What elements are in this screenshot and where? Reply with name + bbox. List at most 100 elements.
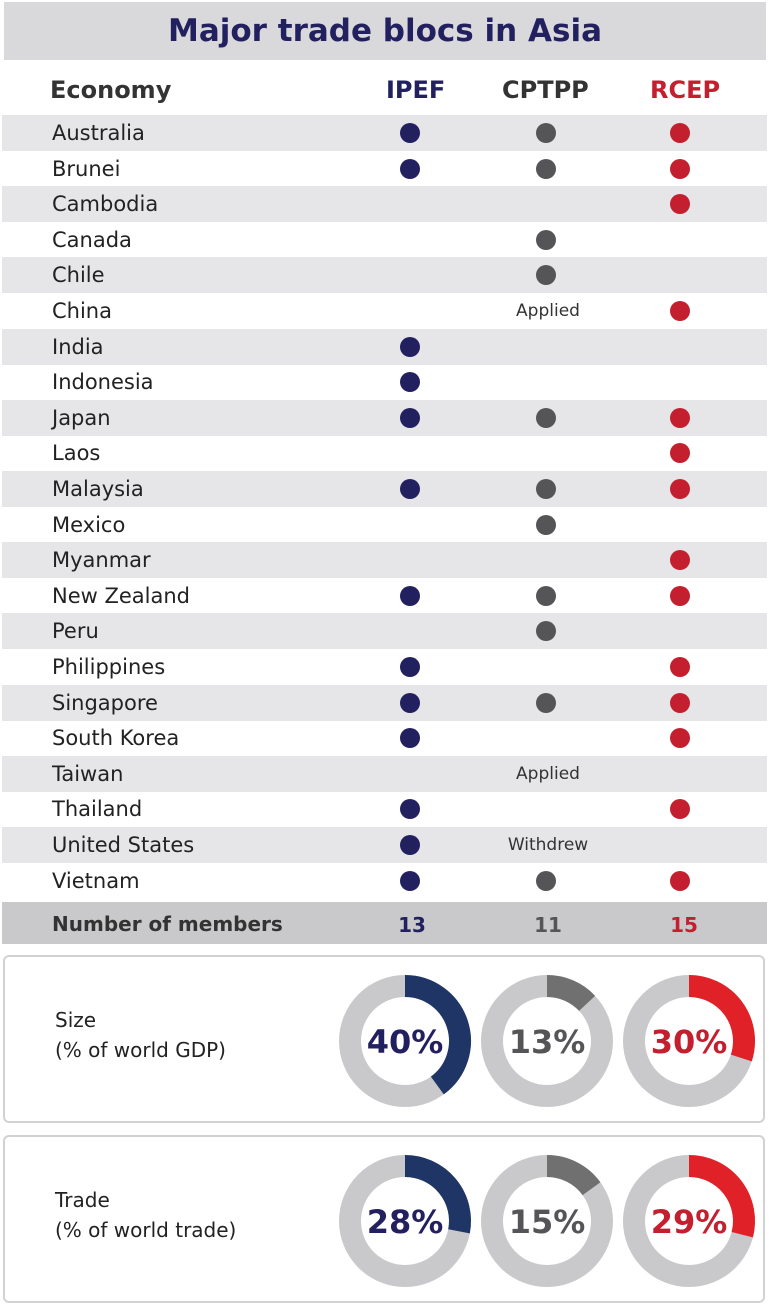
rcep-share-arc	[688, 975, 755, 1062]
rcep-value-label: 30%	[651, 1023, 728, 1061]
economy-name: South Korea	[52, 726, 180, 751]
economy-name: Indonesia	[52, 370, 154, 395]
rcep-member-dot	[670, 123, 690, 143]
economy-name: Philippines	[52, 655, 166, 679]
table-row: Cambodia	[2, 186, 767, 223]
cptpp-member-dot	[536, 621, 556, 642]
rcep-member-dot	[670, 407, 690, 428]
cptpp-share-arc	[546, 975, 596, 1012]
cptpp-member-dot	[536, 514, 556, 535]
economy-name: Cambodia	[52, 192, 159, 217]
table-row: Thailand	[2, 791, 767, 827]
table-row: South Korea	[2, 720, 767, 756]
rcep-member-dot	[670, 585, 690, 606]
economy-name: Japan	[52, 405, 111, 430]
rcep-member-dot	[670, 158, 690, 179]
header-cptpp: CPTPP	[502, 76, 589, 104]
trade-label-line2: (% of world trade)	[55, 1218, 237, 1242]
ipef-member-dot	[400, 372, 420, 393]
economy-name: Peru	[52, 619, 99, 644]
ipef-member-dot	[400, 585, 420, 606]
cptpp-status-note: Applied	[516, 763, 580, 784]
cptpp-status-note: Withdrew	[507, 835, 589, 855]
header-economy: Economy	[50, 76, 172, 104]
economy-name: India	[52, 334, 104, 359]
table-row: Canada	[2, 222, 767, 258]
cptpp-share-arc	[546, 1155, 601, 1196]
trade-donuts: 28% 15% 29%	[339, 1155, 755, 1287]
table-row: Japan	[2, 399, 767, 436]
size-label: Size (% of world GDP)	[55, 1005, 226, 1065]
ipef-member-dot	[400, 657, 420, 677]
rcep-member-dot	[670, 443, 690, 464]
rcep-value-label: 29%	[651, 1203, 728, 1241]
cptpp-member-dot	[536, 870, 556, 891]
size-label-line2: (% of world GDP)	[55, 1038, 226, 1062]
table-row: Indonesia	[2, 364, 767, 400]
economy-name: Laos	[52, 441, 101, 466]
rcep-member-dot	[670, 479, 690, 499]
rcep-member-dot	[670, 657, 690, 677]
economy-name: Singapore	[52, 690, 158, 715]
trade-label: Trade (% of world trade)	[55, 1185, 236, 1245]
trade-panel: Trade (% of world trade) 28% 15% 29%	[3, 1135, 765, 1303]
ipef-member-dot	[400, 479, 420, 499]
table-row: Chile	[2, 257, 767, 294]
economy-name: Canada	[52, 227, 132, 252]
table-row: Brunei	[2, 151, 767, 187]
table-row: Peru	[2, 613, 767, 650]
economy-name: Brunei	[52, 156, 121, 181]
ipef-value-label: 28%	[367, 1203, 444, 1241]
economy-name: Vietnam	[52, 868, 140, 893]
economy-name: United States	[52, 833, 195, 857]
table-row: Singapore	[2, 684, 767, 721]
cptpp-member-dot	[536, 123, 556, 143]
cptpp-member-dot	[536, 407, 556, 428]
ipef-member-dot	[400, 123, 420, 143]
table-row: China Applied	[2, 293, 767, 329]
cptpp-member-dot	[536, 585, 556, 606]
economy-name: China	[52, 299, 112, 323]
rcep-member-dot	[670, 692, 690, 713]
ipef-member-dot	[400, 728, 420, 749]
rcep-member-dot	[670, 194, 690, 215]
size-panel: Size (% of world GDP) 40% 13% 30%	[3, 955, 765, 1123]
table-row: Philippines	[2, 649, 767, 685]
ipef-share-arc	[404, 975, 471, 1095]
economy-name: Malaysia	[52, 477, 144, 501]
economy-name: Australia	[52, 121, 145, 145]
cptpp-member-dot	[536, 479, 556, 499]
table-row: United States Withdrew	[2, 827, 767, 863]
cptpp-status-note: Applied	[516, 301, 580, 321]
economy-name: Thailand	[52, 797, 143, 822]
rcep-share-arc	[688, 1155, 755, 1238]
economy-name: Myanmar	[52, 548, 151, 573]
rcep-member-dot	[670, 870, 690, 891]
cptpp-member-dot	[536, 692, 556, 713]
header-ipef: IPEF	[386, 76, 446, 104]
ipef-value-label: 40%	[367, 1023, 444, 1061]
table-row: Malaysia	[2, 471, 767, 507]
ipef-member-dot	[400, 158, 420, 179]
size-donuts: 40% 13% 30%	[339, 975, 755, 1107]
title-bar: Major trade blocs in Asia	[4, 2, 766, 60]
rcep-member-dot	[670, 301, 690, 321]
members-rcep: 15	[670, 913, 698, 937]
members-cptpp: 11	[534, 913, 562, 937]
ipef-member-dot	[400, 692, 420, 713]
economy-name: Chile	[52, 263, 105, 288]
cptpp-member-dot	[536, 158, 556, 179]
cptpp-member-dot	[536, 229, 556, 250]
table-row: Taiwan Applied	[2, 755, 767, 792]
economy-name: Mexico	[52, 512, 126, 537]
table-row: New Zealand	[2, 578, 767, 614]
header-rcep: RCEP	[650, 76, 721, 104]
table-row: Vietnam	[2, 863, 767, 899]
ipef-member-dot	[400, 407, 420, 428]
ipef-member-dot	[400, 336, 420, 357]
economy-name: New Zealand	[52, 583, 190, 608]
cptpp-value-label: 15%	[509, 1203, 586, 1241]
cptpp-member-dot	[536, 265, 556, 286]
ipef-member-dot	[400, 835, 420, 855]
rcep-member-dot	[670, 728, 690, 749]
